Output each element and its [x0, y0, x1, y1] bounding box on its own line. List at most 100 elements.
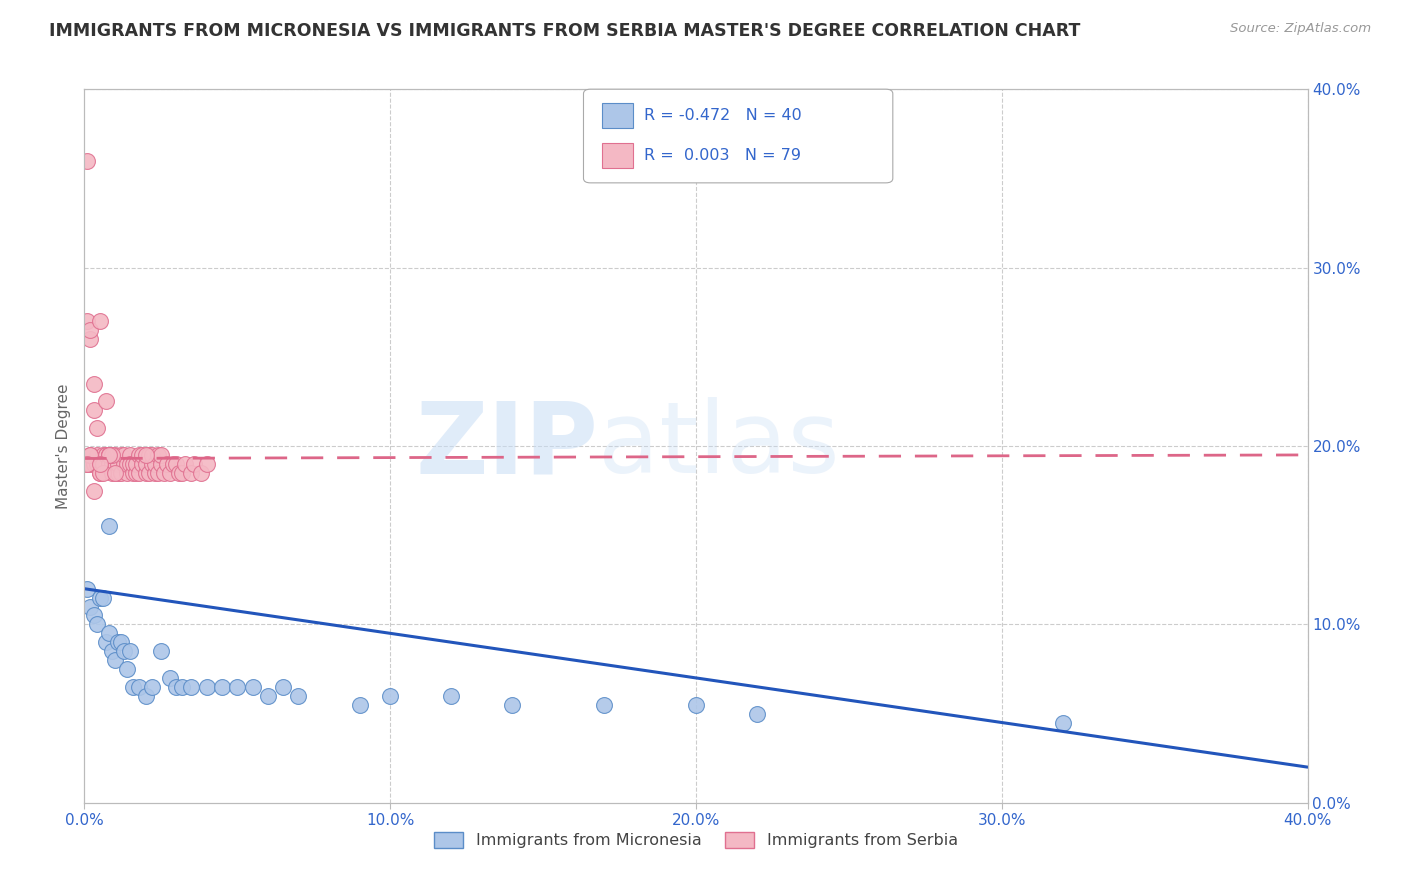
Point [107, 635, 129, 649]
Point [149, 644, 172, 658]
Point [211, 680, 233, 694]
Point [89, 591, 111, 605]
Point [101, 448, 124, 462]
Point [115, 662, 138, 676]
Text: R = -0.472   N = 40: R = -0.472 N = 40 [644, 109, 801, 123]
Point [146, 466, 169, 480]
Point [86, 617, 108, 632]
Point [115, 466, 138, 480]
Point [180, 466, 202, 480]
Point [162, 457, 184, 471]
Point [128, 448, 150, 462]
Point [79, 332, 101, 346]
Point [94, 448, 117, 462]
Point [89, 457, 111, 471]
Point [143, 466, 166, 480]
Point [91, 466, 114, 480]
Point [76, 582, 98, 596]
Point [122, 680, 145, 694]
Point [141, 448, 163, 462]
Point [115, 457, 138, 471]
Point [83, 608, 105, 623]
Point [86, 457, 108, 471]
Point [172, 466, 194, 480]
Point [112, 448, 135, 462]
Point [89, 466, 111, 480]
Point [91, 591, 114, 605]
Point [97, 457, 120, 471]
Point [104, 466, 127, 480]
Point [1052, 715, 1074, 730]
Point [172, 680, 194, 694]
Point [112, 457, 135, 471]
Point [120, 448, 142, 462]
Point [97, 448, 120, 462]
Point [135, 466, 157, 480]
Point [146, 448, 169, 462]
Point [83, 376, 105, 391]
Point [110, 448, 132, 462]
Point [167, 466, 190, 480]
Point [141, 457, 163, 471]
Point [89, 466, 111, 480]
Point [83, 483, 105, 498]
Point [94, 635, 117, 649]
Point [97, 448, 120, 462]
Point [86, 448, 108, 462]
Point [149, 457, 172, 471]
Point [76, 457, 98, 471]
Point [159, 671, 181, 685]
Point [156, 457, 179, 471]
Point [143, 457, 166, 471]
Point [101, 466, 124, 480]
Point [110, 635, 132, 649]
Point [110, 466, 132, 480]
Point [125, 466, 148, 480]
Point [165, 457, 187, 471]
Text: Source: ZipAtlas.com: Source: ZipAtlas.com [1230, 22, 1371, 36]
Point [112, 644, 135, 658]
Point [120, 644, 142, 658]
Point [76, 457, 98, 471]
Point [79, 457, 101, 471]
Point [349, 698, 371, 712]
Point [94, 448, 117, 462]
Point [86, 421, 108, 435]
Point [83, 457, 105, 471]
Point [287, 689, 309, 703]
Point [135, 457, 157, 471]
Point [135, 448, 157, 462]
Point [131, 457, 153, 471]
Point [180, 680, 202, 694]
Point [128, 466, 150, 480]
Point [183, 457, 205, 471]
Point [107, 457, 129, 471]
Point [89, 314, 111, 328]
Point [131, 448, 153, 462]
Point [125, 457, 148, 471]
Point [101, 644, 124, 658]
Point [128, 680, 150, 694]
Point [159, 466, 181, 480]
Point [190, 466, 212, 480]
Text: R =  0.003   N = 79: R = 0.003 N = 79 [644, 148, 801, 162]
Text: IMMIGRANTS FROM MICRONESIA VS IMMIGRANTS FROM SERBIA MASTER'S DEGREE CORRELATION: IMMIGRANTS FROM MICRONESIA VS IMMIGRANTS… [49, 22, 1081, 40]
Point [149, 448, 172, 462]
Point [122, 457, 145, 471]
Point [257, 689, 280, 703]
Point [76, 153, 98, 168]
Text: ZIP: ZIP [415, 398, 598, 494]
Point [685, 698, 707, 712]
Point [440, 689, 463, 703]
Point [122, 466, 145, 480]
Point [593, 698, 616, 712]
Point [79, 323, 101, 337]
Point [195, 680, 218, 694]
Point [242, 680, 264, 694]
Point [101, 457, 124, 471]
Point [120, 457, 142, 471]
Point [76, 314, 98, 328]
Point [79, 599, 101, 614]
Point [104, 653, 127, 667]
Point [97, 448, 120, 462]
